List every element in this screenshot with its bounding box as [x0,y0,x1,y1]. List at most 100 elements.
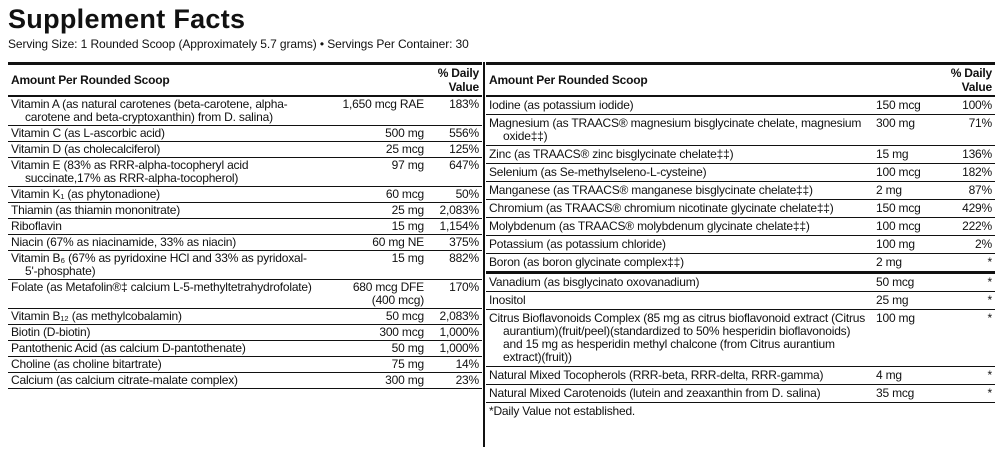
nutrient-row: Folate (as Metafolin®‡ calcium L-5-methy… [8,279,482,309]
nutrient-name: Vitamin B₆ (67% as pyridoxine HCl and 33… [8,250,322,280]
daily-value: 14% [427,356,482,373]
amount: 150 mcg [873,199,945,218]
nutrient-row: Vitamin K₁ (as phytonadione) 60 mcg 50% [8,186,482,203]
amount: 680 mcg DFE (400 mcg) [322,279,427,309]
amount: 1,650 mcg RAE [322,96,427,126]
amount: 25 mcg [322,141,427,158]
daily-value: * [945,309,995,367]
nutrient-row: Vitamin E (83% as RRR-alpha-tocopheryl a… [8,157,482,187]
daily-value: * [945,272,995,292]
daily-value: 100% [945,96,995,115]
nutrient-name: Boron (as boron glycinate complex‡‡) [486,253,873,274]
nutrient-name: Chromium (as TRAACS® chromium nicotinate… [486,199,873,218]
amount: 97 mg [322,157,427,187]
nutrient-row: Chromium (as TRAACS® chromium nicotinate… [486,199,995,218]
header-row: Amount Per Rounded Scoop % Daily Value [486,62,995,97]
nutrient-row: Zinc (as TRAACS® zinc bisglycinate chela… [486,145,995,164]
daily-value: 183% [427,96,482,126]
amount: 75 mg [322,356,427,373]
left-table: Amount Per Rounded Scoop % Daily Value V… [8,62,482,389]
footnote: *Daily Value not established. [489,404,636,418]
daily-value: * [945,366,995,385]
nutrient-name: Vitamin K₁ (as phytonadione) [8,186,322,203]
nutrient-row: Vitamin C (as L-ascorbic acid) 500 mg 556% [8,125,482,142]
amount: 100 mcg [873,163,945,182]
nutrient-row: Inositol 25 mg * [486,291,995,310]
amount: 60 mcg [322,186,427,203]
amount: 60 mg NE [322,234,427,251]
nutrient-name: Magnesium (as TRAACS® magnesium bisglyci… [486,114,873,146]
nutrient-name: Zinc (as TRAACS® zinc bisglycinate chela… [486,145,873,164]
daily-value: 2,083% [427,308,482,325]
nutrient-name: Pantothenic Acid (as calcium D-pantothen… [8,340,322,357]
amount: 2 mg [873,181,945,200]
nutrient-name: Natural Mixed Tocopherols (RRR-beta, RRR… [486,366,873,385]
nutrient-name: Thiamin (as thiamin mononitrate) [8,202,322,219]
serving-info: Serving Size: 1 Rounded Scoop (Approxima… [8,37,469,51]
daily-value: 87% [945,181,995,200]
amount: 100 mcg [873,217,945,236]
right-table: Amount Per Rounded Scoop % Daily Value I… [486,62,995,420]
daily-value: 882% [427,250,482,280]
nutrient-name: Vitamin E (83% as RRR-alpha-tocopheryl a… [8,157,322,187]
nutrient-row: Biotin (D-biotin) 300 mcg 1,000% [8,324,482,341]
nutrient-name: Citrus Bioflavonoids Complex (85 mg as c… [486,309,873,367]
amount: 50 mcg [322,308,427,325]
nutrient-row: Vitamin A (as natural carotenes (beta-ca… [8,96,482,126]
nutrient-name: Selenium (as Se-methylseleno-L-cysteine) [486,163,873,182]
daily-value: 647% [427,157,482,187]
daily-value: 556% [427,125,482,142]
nutrient-name: Choline (as choline bitartrate) [8,356,322,373]
nutrient-name: Niacin (67% as niacinamide, 33% as niaci… [8,234,322,251]
amount: 15 mg [322,218,427,235]
title: Supplement Facts [8,4,246,34]
nutrient-row: Pantothenic Acid (as calcium D-pantothen… [8,340,482,357]
nutrient-name: Calcium (as calcium citrate-malate compl… [8,372,322,389]
nutrient-row: Vitamin D (as cholecalciferol) 25 mcg 125% [8,141,482,158]
amount: 25 mg [322,202,427,219]
amount: 4 mg [873,366,945,385]
column-header: % Daily Value [945,62,995,97]
amount: 2 mg [873,253,945,274]
nutrient-row: Vanadium (as bisglycinato oxovanadium) 50… [486,272,995,292]
nutrient-row: Molybdenum (as TRAACS® molybdenum glycin… [486,217,995,236]
daily-value: * [945,384,995,403]
daily-value: 375% [427,234,482,251]
nutrient-row: Iodine (as potassium iodide) 150 mcg 100% [486,96,995,115]
column-header: Amount Per Rounded Scoop [486,62,945,97]
daily-value: 125% [427,141,482,158]
nutrient-row: Vitamin B₆ (67% as pyridoxine HCl and 33… [8,250,482,280]
nutrient-row: Natural Mixed Tocopherols (RRR-beta, RRR… [486,366,995,385]
nutrient-name: Riboflavin [8,218,322,235]
column-header: % Daily Value [427,62,482,97]
nutrient-row: Magnesium (as TRAACS® magnesium bisglyci… [486,114,995,146]
nutrient-row: Potassium (as potassium chloride) 100 mg 2… [486,235,995,254]
daily-value: 170% [427,279,482,309]
daily-value: 1,000% [427,324,482,341]
daily-value: * [945,291,995,310]
nutrient-name: Inositol [486,291,873,310]
nutrient-row: Selenium (as Se-methylseleno-L-cysteine)… [486,163,995,182]
daily-value: 1,000% [427,340,482,357]
nutrient-row: Riboflavin 15 mg 1,154% [8,218,482,235]
amount: 300 mcg [322,324,427,341]
nutrient-row: Boron (as boron glycinate complex‡‡) 2 mg… [486,253,995,274]
daily-value: 182% [945,163,995,182]
header-row: Amount Per Rounded Scoop % Daily Value [8,62,482,97]
daily-value: 50% [427,186,482,203]
nutrient-name: Vitamin B₁₂ (as methylcobalamin) [8,308,322,325]
footnote-row: *Daily Value not established. [486,403,995,421]
amount: 150 mcg [873,96,945,115]
nutrient-name: Molybdenum (as TRAACS® molybdenum glycin… [486,217,873,236]
daily-value: 1,154% [427,218,482,235]
nutrient-row: Choline (as choline bitartrate) 75 mg 14% [8,356,482,373]
amount: 50 mg [322,340,427,357]
nutrient-row: Calcium (as calcium citrate-malate compl… [8,372,482,389]
column-header: Amount Per Rounded Scoop [8,62,427,97]
nutrient-row: Manganese (as TRAACS® manganese bisglyci… [486,181,995,200]
amount: 500 mg [322,125,427,142]
nutrient-row: Vitamin B₁₂ (as methylcobalamin) 50 mcg 2,… [8,308,482,325]
nutrient-row: Citrus Bioflavonoids Complex (85 mg as c… [486,309,995,367]
nutrient-name: Vitamin A (as natural carotenes (beta-ca… [8,96,322,126]
nutrient-name: Natural Mixed Carotenoids (lutein and ze… [486,384,873,403]
